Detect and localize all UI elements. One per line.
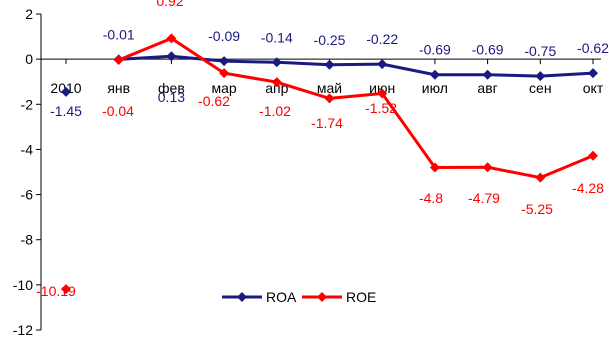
data-label-roa: -0.69: [472, 42, 504, 58]
x-tick-label: май: [317, 80, 342, 96]
data-label-roa: -1.45: [50, 103, 82, 119]
data-label-roa: -0.01: [103, 26, 135, 42]
data-labels-layer: -1.45 -0.01 0.13 -0.09 -0.14 -0.25 -0.22 -0.69 -…: [36, 0, 609, 299]
series-point-roa: [61, 86, 71, 97]
x-tick-label: мар: [211, 80, 236, 96]
legend-marker-roe: [317, 292, 327, 302]
series-point-roe: [271, 77, 282, 88]
data-label-roe: -5.25: [521, 201, 553, 217]
series-point-roe: [324, 93, 335, 104]
data-label-roe: -0.62: [198, 93, 230, 109]
series-point-roe: [113, 55, 124, 66]
series-point-roe: [482, 162, 493, 173]
y-tick-label: -4: [21, 141, 34, 157]
data-label-roe: -4.8: [419, 190, 443, 206]
data-label-roe: -1.74: [311, 115, 343, 131]
data-label-roa: -0.62: [577, 40, 609, 56]
series-point-roa: [271, 57, 282, 68]
series-point-roa: [219, 56, 230, 67]
x-tick-label: окт: [583, 80, 604, 96]
series-point-roa: [324, 59, 335, 70]
data-label-roe: -0.04: [102, 103, 134, 119]
data-label-roa: -0.25: [314, 32, 346, 48]
data-label-roe: -10.19: [36, 283, 76, 299]
data-label-roa: -0.75: [524, 43, 556, 59]
data-label-roa: -0.09: [208, 28, 240, 44]
series-point-roe: [588, 150, 598, 161]
legend-marker-roa: [237, 292, 247, 302]
x-tick-label: июн: [369, 80, 395, 96]
series-point-roe: [535, 172, 546, 183]
y-tick-label: -2: [21, 96, 34, 112]
data-label-roa: -0.69: [419, 42, 451, 58]
data-label-roe: -4.28: [572, 180, 604, 196]
data-label-roa: -0.22: [366, 31, 398, 47]
data-label-roe: -4.79: [468, 190, 500, 206]
x-tick-label: авг: [477, 80, 497, 96]
series-point-roa: [535, 71, 546, 82]
legend-label-roe: ROE: [346, 289, 376, 305]
series-point-roe: [61, 284, 71, 295]
y-tick-label: 0: [25, 51, 33, 67]
x-tick-label: сен: [529, 80, 552, 96]
series-point-roa: [482, 69, 493, 80]
y-tick-label: -10: [13, 277, 33, 293]
series-point-roa: [377, 59, 388, 70]
series-point-roa: [429, 69, 440, 80]
series-point-roe: [219, 68, 230, 79]
data-label-roa: 0.13: [158, 89, 185, 105]
legend-label-roa: ROA: [266, 289, 297, 305]
x-tick-label: июл: [422, 80, 448, 96]
series-point-roe: [166, 33, 177, 44]
series-line-roa: [118, 54, 594, 78]
series-point-roa: [588, 68, 598, 79]
y-tick-label: -8: [21, 232, 34, 248]
series-point-roe: [377, 88, 388, 99]
y-tick-label: -12: [13, 322, 33, 338]
x-tick-label: фев: [158, 80, 185, 96]
series-point-roe: [429, 162, 440, 173]
legend: ROA ROE: [222, 289, 376, 305]
y-axis: 2 0 -2 -4 -6 -8 -10 -12: [13, 6, 42, 338]
series-line-roe: [118, 36, 594, 180]
data-label-roe: -1.02: [259, 103, 291, 119]
y-tick-label: -6: [21, 187, 34, 203]
data-label-roe: -1.52: [365, 100, 397, 116]
x-tick-label: янв: [107, 80, 130, 96]
series-point-roa: [166, 51, 177, 62]
data-label-roe: 0.92: [156, 0, 183, 9]
series-layer: [61, 33, 598, 295]
y-tick-label: 2: [25, 6, 33, 22]
data-label-roa: -0.14: [261, 29, 293, 45]
